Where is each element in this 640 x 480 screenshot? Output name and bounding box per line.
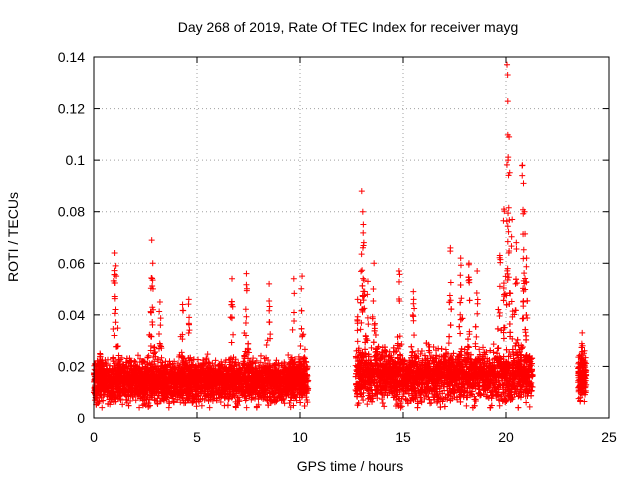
data-point (297, 343, 304, 350)
data-point (113, 343, 120, 350)
data-point (134, 352, 141, 359)
y-tick-label: 0.14 (58, 49, 85, 65)
y-tick-label: 0.1 (66, 152, 86, 168)
data-point (228, 339, 235, 346)
data-points (91, 61, 590, 411)
data-point (99, 404, 106, 411)
data-point (263, 341, 270, 348)
data-point (119, 401, 126, 408)
x-tick-label: 25 (601, 429, 617, 445)
data-point (224, 402, 231, 409)
data-point (206, 404, 213, 411)
data-point (156, 330, 163, 337)
data-point (110, 325, 117, 332)
data-point (150, 350, 157, 357)
data-point (127, 397, 134, 404)
data-point (198, 402, 205, 409)
data-point (298, 325, 305, 332)
data-point (165, 404, 172, 411)
data-point (190, 356, 197, 363)
data-point (243, 404, 250, 411)
x-tick-label: 0 (90, 429, 98, 445)
data-point (144, 354, 151, 361)
data-point (150, 354, 157, 361)
data-point (230, 331, 237, 338)
y-tick-label: 0 (77, 410, 85, 426)
x-tick-label: 20 (498, 429, 514, 445)
y-tick-label: 0.06 (58, 255, 85, 271)
x-tick-label: 15 (395, 429, 411, 445)
data-point (301, 346, 308, 353)
data-point (303, 396, 310, 403)
y-tick-label: 0.04 (58, 307, 85, 323)
data-point (136, 404, 143, 411)
data-point (281, 400, 288, 407)
data-point (212, 357, 219, 364)
y-tick-label: 0.02 (58, 358, 85, 374)
data-point (204, 351, 211, 358)
y-tick-label: 0.12 (58, 101, 85, 117)
x-tick-label: 5 (193, 429, 201, 445)
data-point (289, 326, 296, 333)
data-point (298, 307, 305, 314)
chart-title: Day 268 of 2019, Rate Of TEC Index for r… (178, 19, 519, 35)
y-tick-label: 0.08 (58, 204, 85, 220)
x-axis-ticks: 0 5 10 15 20 25 (90, 57, 617, 445)
x-tick-label: 10 (292, 429, 308, 445)
data-point (132, 397, 139, 404)
data-point (114, 325, 121, 332)
y-axis-ticks: 0 0.02 0.04 0.06 0.08 0.1 0.12 0.14 (58, 49, 609, 426)
data-point (245, 340, 252, 347)
data-point (149, 359, 156, 366)
data-point (250, 355, 257, 362)
data-point (301, 403, 308, 410)
data-point (158, 354, 165, 361)
data-point (147, 333, 154, 340)
data-point (111, 332, 118, 339)
